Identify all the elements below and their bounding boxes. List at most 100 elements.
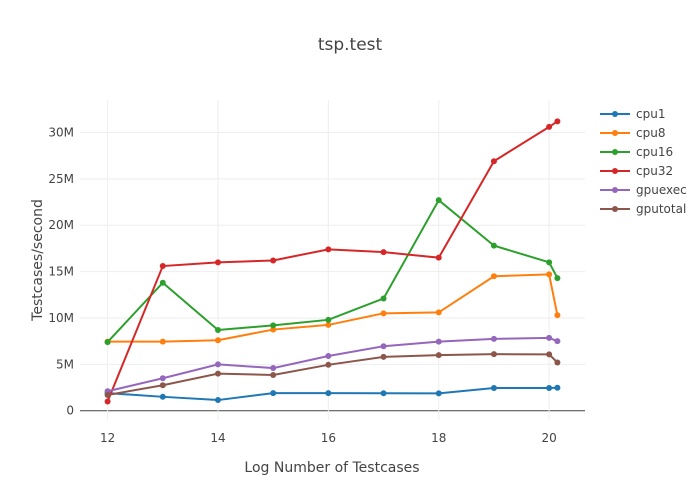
- data-point-cpu32: [270, 257, 277, 264]
- data-point-gpuexec: [546, 334, 553, 341]
- data-point-cpu8: [380, 310, 387, 317]
- data-point-cpu16: [270, 322, 277, 329]
- data-point-cpu32: [490, 158, 497, 165]
- data-point-gputotal: [554, 359, 561, 366]
- series-line-gpuexec: [107, 336, 558, 393]
- x-tick-labels: 12 14 16 18 20: [100, 431, 557, 445]
- data-point-gputotal: [270, 372, 277, 379]
- series-cpu8: [104, 271, 561, 345]
- x-tick-label: 14: [210, 431, 225, 445]
- series-gpuexec: [104, 334, 561, 395]
- data-point-cpu16: [490, 242, 497, 249]
- data-point-cpu16: [325, 316, 332, 323]
- series-cpu1: [104, 384, 561, 404]
- data-point-gputotal: [546, 351, 553, 358]
- data-point-cpu32: [159, 263, 166, 270]
- x-tick-label: 18: [431, 431, 446, 445]
- y-tick-labels: 0 5M 10M 15M 20M 25M 30M: [48, 125, 74, 417]
- data-point-cpu32: [546, 123, 553, 130]
- legend[interactable]: cpu1 cpu8 cpu16 cpu32 gpuexec gputotal: [600, 107, 687, 216]
- legend-label: cpu8: [636, 126, 665, 140]
- data-point-cpu8: [159, 338, 166, 345]
- legend-swatch-marker: [612, 149, 618, 155]
- data-point-cpu8: [214, 337, 221, 344]
- data-point-cpu1: [325, 390, 332, 397]
- data-point-cpu1: [435, 390, 442, 397]
- data-point-cpu32: [214, 259, 221, 266]
- y-tick-label: 30M: [48, 125, 74, 139]
- data-point-gpuexec: [214, 361, 221, 368]
- series-line-cpu32: [106, 120, 558, 402]
- data-point-gpuexec: [159, 375, 166, 382]
- data-point-cpu8: [270, 326, 277, 333]
- data-point-gputotal: [104, 391, 111, 398]
- data-point-cpu1: [490, 385, 497, 391]
- data-point-gputotal: [435, 352, 442, 359]
- series-line-cpu8: [107, 273, 559, 343]
- legend-swatch-marker: [612, 130, 618, 136]
- series-line-cpu1: [107, 386, 558, 402]
- y-tick-label: 25M: [48, 172, 74, 186]
- data-point-cpu8: [546, 271, 553, 278]
- data-point-gputotal: [380, 353, 387, 360]
- legend-item-cpu8[interactable]: cpu8: [600, 126, 665, 140]
- data-point-gpuexec: [270, 365, 277, 372]
- data-point-cpu1: [214, 397, 221, 404]
- x-tick-label: 20: [541, 431, 556, 445]
- legend-label: cpu16: [636, 145, 673, 159]
- series-cpu32: [104, 118, 561, 405]
- data-point-cpu8: [554, 312, 561, 319]
- y-tick-label: 0: [66, 404, 74, 418]
- series-line-gputotal: [107, 353, 559, 396]
- series-gputotal: [104, 351, 561, 398]
- legend-item-gpuexec[interactable]: gpuexec: [600, 183, 687, 197]
- legend-item-cpu16[interactable]: cpu16: [600, 145, 673, 159]
- legend-item-cpu32[interactable]: cpu32: [600, 164, 673, 178]
- series-group: [104, 118, 561, 405]
- data-point-gpuexec: [554, 338, 561, 345]
- data-point-gpuexec: [325, 353, 332, 359]
- data-point-cpu16: [380, 295, 387, 302]
- data-point-cpu8: [325, 321, 332, 328]
- grid-lines: [80, 100, 585, 420]
- legend-swatch-marker: [612, 168, 618, 174]
- x-tick-label: 12: [100, 431, 115, 445]
- data-point-cpu32: [104, 398, 111, 405]
- data-point-cpu1: [380, 390, 387, 397]
- chart-title: tsp.test: [318, 35, 383, 55]
- data-point-cpu32: [435, 254, 442, 261]
- legend-item-cpu1[interactable]: cpu1: [600, 107, 665, 121]
- series-line-cpu16: [106, 198, 559, 343]
- data-point-gputotal: [159, 382, 166, 389]
- y-tick-label: 10M: [48, 311, 74, 325]
- data-point-cpu1: [554, 384, 561, 391]
- data-point-gpuexec: [490, 335, 497, 342]
- data-point-cpu16: [435, 197, 442, 204]
- data-point-cpu32: [554, 118, 561, 125]
- y-tick-label: 20M: [48, 218, 74, 232]
- legend-swatch-marker: [612, 187, 618, 193]
- legend-label: cpu1: [636, 107, 665, 121]
- data-point-cpu16: [554, 275, 561, 282]
- data-point-cpu1: [546, 385, 553, 391]
- legend-item-gputotal[interactable]: gputotal: [600, 202, 686, 216]
- legend-label: cpu32: [636, 164, 673, 178]
- data-point-cpu8: [435, 309, 442, 316]
- data-point-cpu16: [104, 339, 111, 346]
- y-axis-label: Testcases/second: [30, 199, 46, 322]
- data-point-gpuexec: [380, 343, 387, 350]
- y-tick-label: 15M: [48, 265, 74, 279]
- legend-swatch-marker: [612, 111, 618, 117]
- data-point-cpu16: [546, 259, 553, 266]
- data-point-cpu8: [490, 273, 497, 280]
- data-point-cpu16: [159, 279, 166, 286]
- legend-label: gputotal: [636, 202, 686, 216]
- data-point-gputotal: [325, 361, 332, 368]
- data-point-cpu1: [270, 390, 277, 397]
- data-point-cpu32: [380, 249, 387, 256]
- legend-swatch-marker: [612, 206, 618, 212]
- data-point-cpu1: [159, 393, 166, 400]
- data-point-gputotal: [490, 351, 497, 358]
- series-cpu16: [104, 197, 561, 346]
